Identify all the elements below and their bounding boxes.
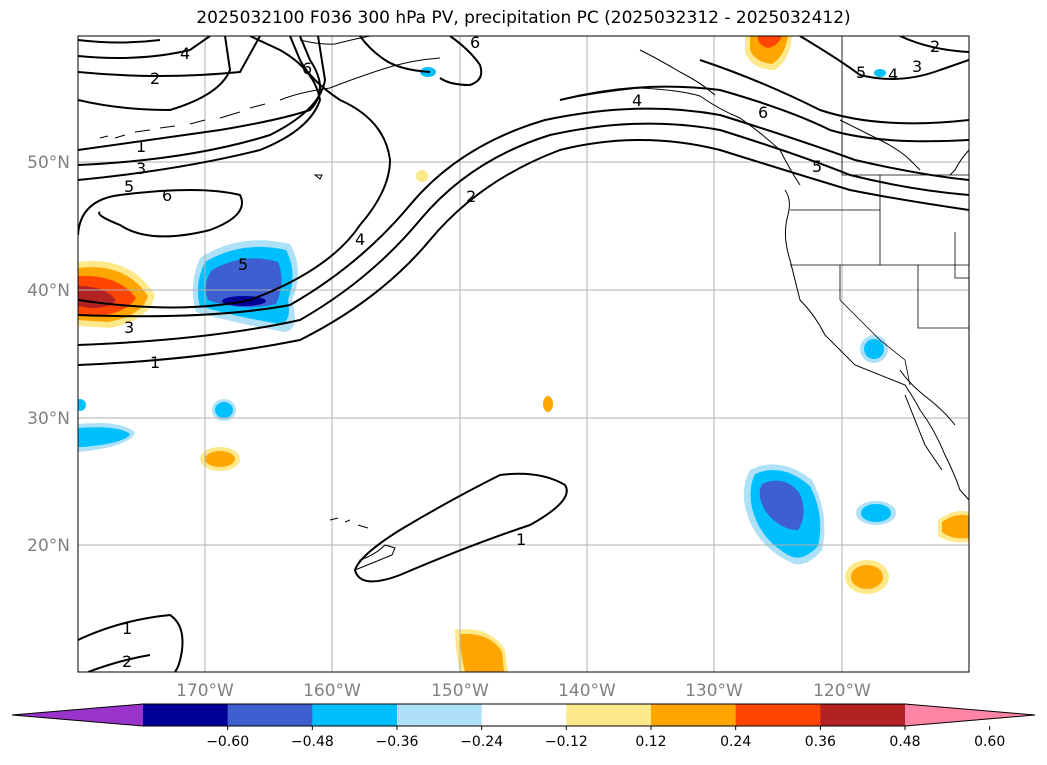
graticule — [78, 36, 969, 672]
lon-label: 120°W — [813, 681, 871, 701]
contour-label: 1 — [122, 619, 132, 638]
colorbar-box — [481, 704, 567, 726]
colorbar-tick-label: 0.24 — [720, 734, 751, 750]
contour-labels: 4 2 1 3 5 6 3 5 6 4 2 1 4 6 5 5 4 3 2 1 … — [122, 33, 940, 671]
lat-label: 30°N — [27, 409, 70, 429]
colorbar-tick-label: 0.12 — [635, 734, 666, 750]
colorbar-box — [397, 704, 483, 726]
lat-label: 20°N — [27, 536, 70, 556]
colorbar-box — [651, 704, 737, 726]
colorbar-box — [143, 704, 229, 726]
lon-label: 140°W — [558, 681, 616, 701]
political-borders — [790, 36, 969, 386]
colorbar: −0.60 −0.48 −0.36 −0.24 −0.12 0.12 0.24 0.36 0.4… — [11, 703, 1036, 750]
lon-label: 170°W — [176, 681, 234, 701]
colorbar-tick-label: −0.12 — [545, 734, 588, 750]
colorbar-box — [566, 704, 652, 726]
colorbar-tick-label: 0.48 — [889, 734, 920, 750]
lat-labels: 50°N 40°N 30°N 20°N — [27, 153, 70, 556]
contour-label: 3 — [124, 318, 134, 337]
lon-labels: 170°W 160°W 150°W 140°W 130°W 120°W — [176, 681, 871, 701]
lon-label: 160°W — [303, 681, 361, 701]
contour-label: 4 — [355, 230, 365, 249]
colorbar-tick-label: 0.60 — [974, 734, 1005, 750]
colorbar-box — [735, 704, 821, 726]
colorbar-extend-low — [12, 704, 143, 726]
map-frame — [77, 35, 970, 673]
contour-label: 3 — [912, 57, 922, 76]
lat-label: 40°N — [27, 281, 70, 301]
contour-label: 6 — [302, 59, 312, 78]
pv-contours — [78, 36, 969, 672]
colorbar-extend-high — [905, 704, 1035, 726]
contour-label: 2 — [466, 187, 476, 206]
colorbar-tick-label: −0.36 — [376, 734, 419, 750]
map-title: 2025032100 F036 300 hPa PV, precipitatio… — [196, 8, 851, 28]
lat-label: 50°N — [27, 153, 70, 173]
lon-label: 150°W — [431, 681, 489, 701]
colorbar-tick-label: −0.48 — [291, 734, 334, 750]
contour-label: 5 — [812, 157, 822, 176]
contour-label: 3 — [136, 159, 146, 178]
colorbar-outline — [11, 703, 1036, 727]
contour-label: 5 — [238, 255, 248, 274]
contour-label: 1 — [136, 137, 146, 156]
contour-label: 2 — [930, 37, 940, 56]
colorbar-box — [820, 704, 906, 726]
contour-label: 6 — [470, 33, 480, 52]
colorbar-box — [227, 704, 313, 726]
colorbar-tick-label: 0.36 — [805, 734, 836, 750]
contour-label: 2 — [122, 652, 132, 671]
contour-label: 5 — [856, 63, 866, 82]
contour-label: 5 — [124, 177, 134, 196]
contour-label: 4 — [180, 44, 190, 63]
colorbar-tick-label: −0.60 — [206, 734, 249, 750]
lon-label: 130°W — [685, 681, 743, 701]
contour-label: 1 — [150, 353, 160, 372]
contour-label: 6 — [758, 103, 768, 122]
contour-label: 6 — [162, 186, 172, 205]
contour-label: 1 — [516, 530, 526, 549]
contour-label: 4 — [888, 65, 898, 84]
colorbar-tick-label: −0.24 — [460, 734, 503, 750]
contour-label: 4 — [632, 91, 642, 110]
map-area — [78, 36, 969, 672]
colorbar-box — [312, 704, 398, 726]
contour-label: 2 — [150, 69, 160, 88]
